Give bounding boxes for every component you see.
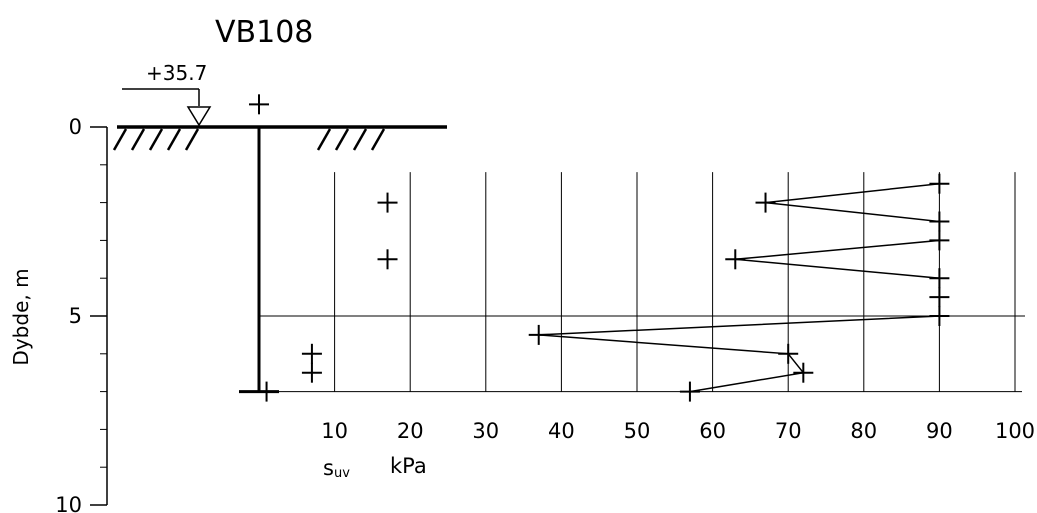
- data-point-cross: [679, 381, 700, 402]
- x-axis-unit: kPa: [390, 454, 427, 478]
- surface-marker: [249, 94, 269, 115]
- remoulded-point-cross: [377, 192, 398, 213]
- x-tick-label: 60: [699, 419, 726, 443]
- data-point-cross: [929, 211, 950, 232]
- data-point-cross: [929, 173, 950, 194]
- x-tick-label: 50: [624, 419, 651, 443]
- x-axis-symbol-main: s: [323, 456, 334, 480]
- data-point-cross: [725, 249, 746, 270]
- data-point-cross: [929, 230, 950, 251]
- surface-marker-cross: [249, 94, 269, 115]
- remoulded-point-cross: [301, 362, 322, 383]
- ground-surface: [112, 125, 447, 151]
- remoulded-point-cross: [256, 381, 277, 402]
- x-axis-symbol: suv: [323, 456, 350, 481]
- x-tick-labels: 10 20 30 40 50 60 70 80 90 100: [321, 419, 1035, 443]
- ground-hatch-left: [112, 128, 200, 151]
- remoulded-point-cross: [301, 343, 322, 364]
- depth-tick-label: 0: [69, 115, 82, 139]
- data-point-cross: [778, 343, 799, 364]
- series-line: [538, 182, 941, 393]
- ground-hatch-right: [316, 128, 386, 151]
- chart-title: VB108: [215, 15, 313, 50]
- elevation-marker: +35.7: [122, 61, 212, 127]
- x-tick-label: 20: [397, 419, 424, 443]
- depth-axis-label: Dybde, m: [9, 268, 33, 365]
- data-point-cross: [528, 324, 549, 345]
- x-tick-label: 80: [850, 419, 877, 443]
- series-points: [528, 173, 950, 402]
- data-point-cross: [755, 192, 776, 213]
- data-point-cross: [929, 268, 950, 289]
- data-point-cross: [929, 306, 950, 326]
- elevation-triangle-icon: [186, 106, 212, 127]
- borehole: [239, 127, 279, 394]
- x-axis-symbol-subscript: uv: [334, 466, 350, 481]
- x-tick-label: 40: [548, 419, 575, 443]
- x-tick-label: 30: [472, 419, 499, 443]
- depth-ticks: 0 5 10: [55, 115, 107, 513]
- x-tick-label: 70: [775, 419, 802, 443]
- depth-axis: 0 5 10 Dybde, m: [9, 115, 108, 513]
- chart-grid: [259, 172, 1025, 393]
- remoulded-points: [256, 192, 398, 402]
- x-tick-label: 100: [995, 419, 1035, 443]
- x-tick-label: 90: [926, 419, 953, 443]
- elevation-label: +35.7: [146, 61, 207, 85]
- x-tick-label: 10: [321, 419, 348, 443]
- data-point-cross: [793, 362, 814, 383]
- data-point-cross: [929, 287, 950, 308]
- remoulded-point-cross: [377, 249, 398, 270]
- depth-tick-label: 10: [55, 493, 82, 513]
- x-axis-label: suv kPa: [323, 454, 427, 481]
- depth-tick-label: 5: [69, 304, 82, 328]
